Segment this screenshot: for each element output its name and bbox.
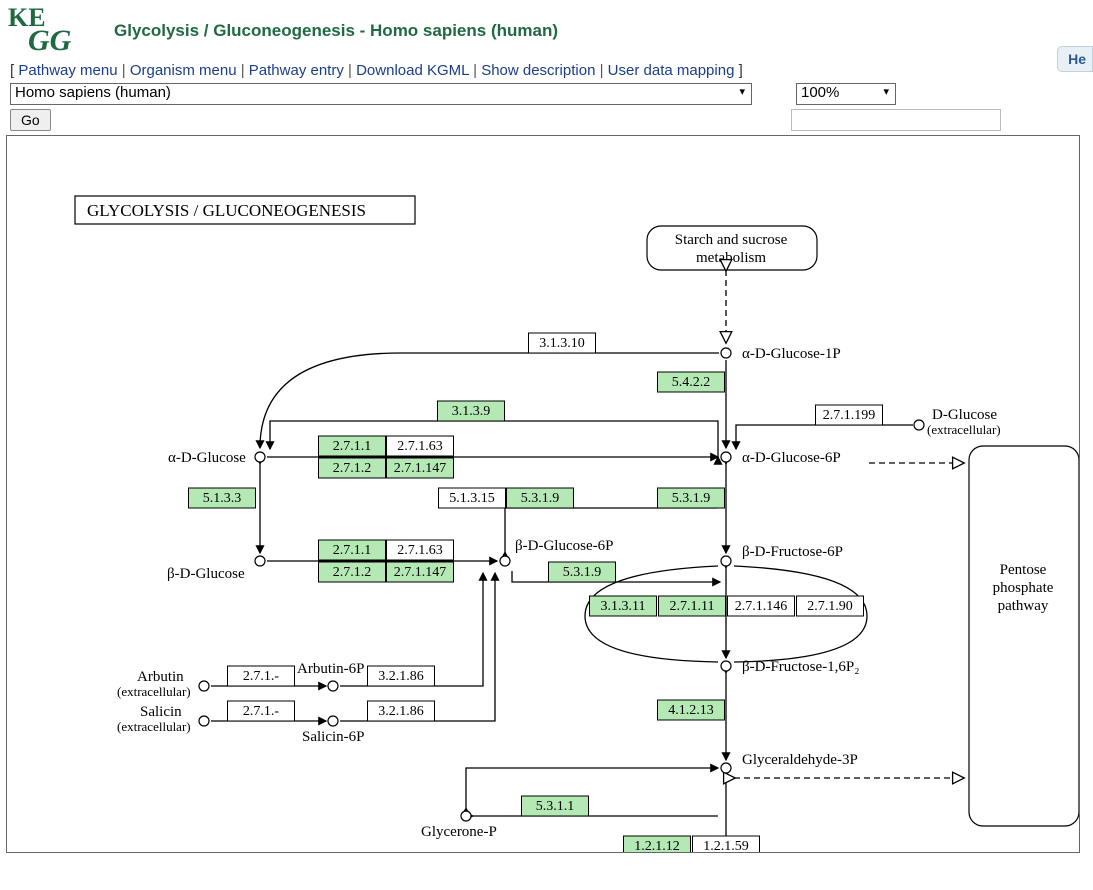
enzyme-label-e19: 2.7.1.11 [670, 599, 715, 614]
bracket-close: ] [739, 62, 743, 79]
compound-label-c_glyp: Glycerone-P [421, 824, 497, 840]
enzyme-label-e2: 5.4.2.2 [672, 375, 711, 390]
page-title: Glycolysis / Gluconeogenesis - Homo sapi… [114, 21, 558, 41]
map-link-pentose-l1: Pentose [1000, 562, 1047, 578]
enzyme-label-e12: 5.3.1.9 [672, 491, 711, 506]
menu-sep: | [600, 62, 608, 79]
edge-sal6p-bg6p [340, 573, 495, 721]
enzyme-label-e1: 3.1.3.10 [539, 336, 585, 351]
enzyme-label-e7: 2.7.1.2 [333, 461, 372, 476]
compound-c_agluc[interactable] [255, 452, 265, 462]
compound-label-c_sal: Salicin [140, 704, 182, 720]
map-link-pentose[interactable] [969, 446, 1079, 826]
compound-c_glyp[interactable] [461, 811, 471, 821]
compound-label-c_g1p: α-D-Glucose-1P [742, 346, 841, 362]
enzyme-label-e23: 3.2.1.86 [378, 669, 424, 684]
compound-c_ag6p[interactable] [721, 452, 731, 462]
enzyme-label-e18: 3.1.3.11 [601, 599, 646, 614]
compound-c_bg6p[interactable] [500, 556, 510, 566]
compound-label-c_agluc: α-D-Glucose [168, 450, 246, 466]
menu-kgml[interactable]: Download KGML [356, 62, 469, 79]
enzyme-label-e8: 2.7.1.147 [394, 461, 447, 476]
map-link-starch-l2: metabolism [696, 250, 766, 266]
logo-bot-text: GG [28, 24, 72, 57]
menu-sep: | [348, 62, 356, 79]
zoom-selected-value: 100% [801, 84, 839, 101]
menu-bar: [ Pathway menu | Organism menu | Pathway… [0, 60, 1093, 81]
map-link-pentose-l2: phosphate [993, 580, 1054, 596]
pathway-title: GLYCOLYSIS / GLUCONEOGENESIS [87, 201, 366, 220]
pathway-diagram[interactable]: GLYCOLYSIS / GLUCONEOGENESIS Starch and … [6, 135, 1080, 853]
edge-dgluc-ag6p [736, 425, 913, 449]
compound-label-c_arb: Arbutin [137, 669, 184, 685]
enzyme-label-e26: 4.1.2.13 [668, 703, 714, 718]
zoom-select[interactable]: 100% [796, 83, 896, 105]
enzyme-label-e17: 5.3.1.9 [563, 565, 602, 580]
menu-entry[interactable]: Pathway entry [249, 62, 344, 79]
menu-organism[interactable]: Organism menu [130, 62, 237, 79]
compound-c_g3p[interactable] [721, 763, 731, 773]
menu-sep: | [241, 62, 249, 79]
edge-glyp-g3p-up [466, 768, 718, 808]
compound-label-c_arb6p: Arbutin-6P [297, 661, 365, 677]
enzyme-label-e29: 1.2.1.59 [703, 839, 749, 853]
enzyme-label-e3: 3.1.3.9 [452, 404, 491, 419]
menu-desc[interactable]: Show description [481, 62, 595, 79]
compound-c_arb6p[interactable] [328, 681, 338, 691]
compound-label-c_f16p: β-D-Fructose-1,6P₂ [742, 659, 859, 675]
compound-c_g1p[interactable] [721, 348, 731, 358]
enzyme-label-e13: 2.7.1.1 [333, 543, 372, 558]
enzyme-label-e27: 5.3.1.1 [536, 799, 575, 814]
menu-pathway[interactable]: Pathway menu [18, 62, 117, 79]
compound-sub-c_dgluc_ext: (extracellular) [927, 422, 1001, 437]
menu-sep: | [473, 62, 481, 79]
compound-sub-c_arb: (extracellular) [117, 684, 191, 699]
enzyme-label-e20: 2.7.1.146 [735, 599, 788, 614]
compound-label-c_bg6p: β-D-Glucose-6P [515, 538, 613, 554]
enzyme-label-e15: 2.7.1.2 [333, 565, 372, 580]
enzyme-label-e5: 2.7.1.1 [333, 439, 372, 454]
enzyme-label-e24: 2.7.1.- [243, 704, 280, 719]
enzyme-label-e6: 2.7.1.63 [397, 439, 443, 454]
enzyme-label-e14: 2.7.1.63 [397, 543, 443, 558]
compound-sub-c_sal: (extracellular) [117, 719, 191, 734]
kegg-logo[interactable]: KE GG [6, 4, 96, 58]
compound-label-c_bgluc: β-D-Glucose [167, 566, 245, 582]
enzyme-label-e25: 3.2.1.86 [378, 704, 424, 719]
compound-c_sal[interactable] [199, 716, 209, 726]
enzyme-label-e9: 5.1.3.3 [203, 491, 242, 506]
compound-label-c_dgluc_ext: D-Glucose [932, 407, 997, 423]
compound-label-c_ag6p: α-D-Glucose-6P [742, 450, 841, 466]
compound-label-c_sal6p: Salicin-6P [302, 729, 365, 745]
search-input[interactable] [791, 109, 1001, 131]
compound-c_sal6p[interactable] [328, 716, 338, 726]
organism-select[interactable]: Homo sapiens (human) [10, 83, 752, 105]
enzyme-label-e11: 5.3.1.9 [521, 491, 560, 506]
enzyme-label-e10: 5.1.3.15 [449, 491, 495, 506]
organism-selected-value: Homo sapiens (human) [15, 84, 171, 101]
help-button[interactable]: He [1057, 46, 1093, 72]
enzyme-label-e22: 2.7.1.- [243, 669, 280, 684]
enzyme-label-e4: 2.7.1.199 [823, 408, 876, 423]
map-link-starch-l1: Starch and sucrose [675, 232, 788, 248]
compound-label-c_g3p: Glyceraldehyde-3P [742, 752, 858, 768]
menu-sep: | [122, 62, 130, 79]
go-button[interactable]: Go [10, 109, 51, 131]
compound-c_arb[interactable] [199, 681, 209, 691]
menu-userdata[interactable]: User data mapping [608, 62, 735, 79]
enzyme-label-e16: 2.7.1.147 [394, 565, 447, 580]
map-link-pentose-l3: pathway [998, 598, 1049, 614]
enzyme-label-e21: 2.7.1.90 [807, 599, 853, 614]
compound-c_f6p[interactable] [721, 556, 731, 566]
compound-label-c_f6p: β-D-Fructose-6P [742, 544, 843, 560]
compound-c_dgluc_ext[interactable] [914, 420, 924, 430]
enzyme-label-e28: 1.2.1.12 [634, 839, 680, 853]
compound-c_bgluc[interactable] [255, 556, 265, 566]
compound-c_f16p[interactable] [721, 661, 731, 671]
